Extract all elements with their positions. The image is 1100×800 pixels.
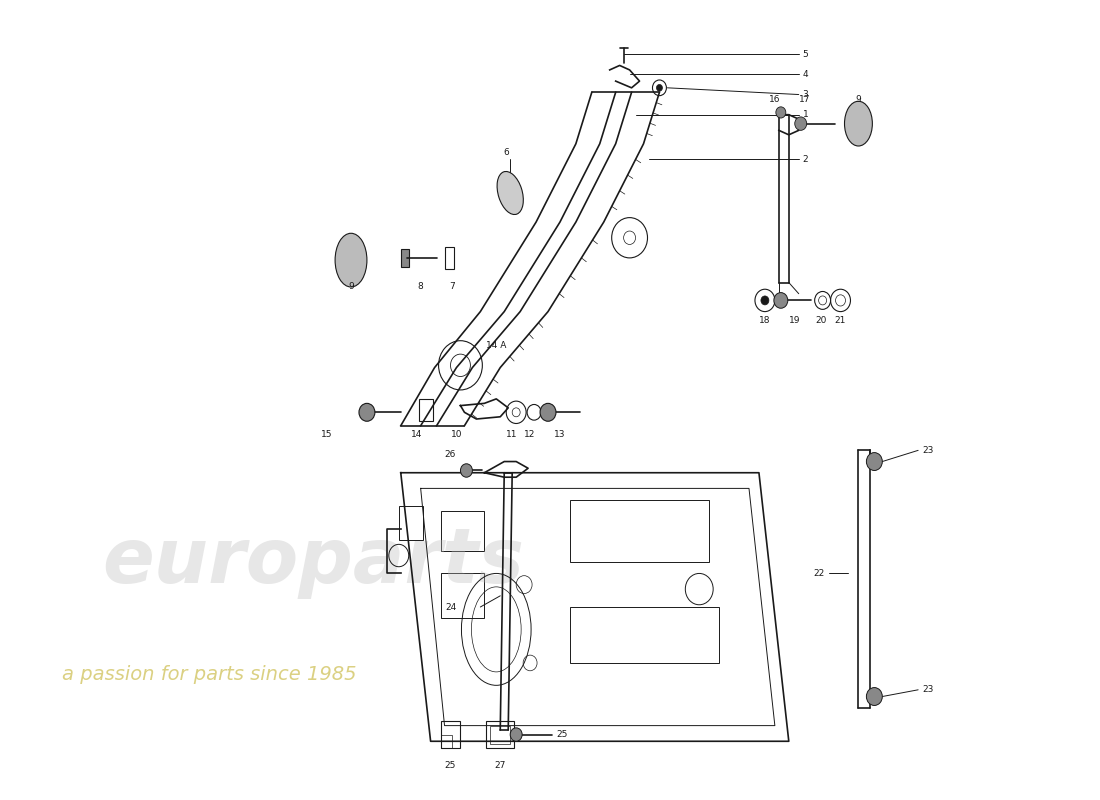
Text: 12: 12 [525, 430, 536, 439]
Text: 8: 8 [418, 282, 424, 291]
Ellipse shape [845, 102, 872, 146]
Bar [441, 721, 461, 748]
Text: 20: 20 [815, 316, 826, 325]
Circle shape [540, 403, 556, 422]
Text: 10: 10 [451, 430, 462, 439]
Text: 21: 21 [835, 316, 846, 325]
Circle shape [510, 728, 522, 742]
Bar [441, 574, 484, 618]
Bar [399, 506, 422, 540]
Ellipse shape [336, 234, 367, 287]
Bar [570, 499, 710, 562]
Text: 24: 24 [446, 602, 456, 611]
Circle shape [774, 293, 788, 308]
Circle shape [867, 453, 882, 470]
Text: 27: 27 [495, 762, 506, 770]
Text: 17: 17 [799, 94, 811, 103]
Text: 26: 26 [444, 450, 456, 459]
Text: 14 A: 14 A [486, 341, 507, 350]
Bar [486, 721, 514, 748]
Circle shape [761, 296, 769, 305]
Circle shape [776, 107, 785, 118]
Text: 18: 18 [759, 316, 771, 325]
Text: 13: 13 [554, 430, 565, 439]
Circle shape [867, 687, 882, 706]
Bar [441, 734, 452, 748]
Text: 1: 1 [803, 110, 808, 119]
Text: 15: 15 [321, 430, 333, 439]
Text: 23: 23 [922, 446, 934, 455]
Circle shape [795, 117, 806, 130]
Text: a passion for parts since 1985: a passion for parts since 1985 [63, 665, 358, 684]
Text: 4: 4 [803, 70, 808, 79]
Circle shape [359, 403, 375, 422]
Ellipse shape [497, 171, 524, 214]
Bar [491, 726, 510, 743]
Text: 5: 5 [803, 50, 808, 58]
Circle shape [461, 464, 472, 478]
Bar [441, 510, 484, 551]
Text: 7: 7 [450, 282, 455, 291]
Text: 22: 22 [813, 569, 825, 578]
Bar [419, 399, 432, 422]
Text: 16: 16 [769, 94, 781, 103]
Bar [400, 249, 409, 267]
Text: 19: 19 [789, 316, 801, 325]
Text: europarts: europarts [102, 526, 525, 599]
Text: 6: 6 [504, 148, 509, 158]
Text: 3: 3 [803, 90, 808, 99]
Text: 9: 9 [856, 94, 861, 103]
Bar [444, 246, 454, 269]
Bar [570, 607, 719, 663]
Text: 14: 14 [411, 430, 422, 439]
Circle shape [657, 85, 662, 91]
Text: 23: 23 [922, 686, 934, 694]
Text: 25: 25 [444, 762, 456, 770]
Text: 2: 2 [803, 155, 808, 164]
Text: 9: 9 [348, 282, 354, 291]
Text: 11: 11 [506, 430, 518, 439]
Text: 25: 25 [556, 730, 568, 739]
